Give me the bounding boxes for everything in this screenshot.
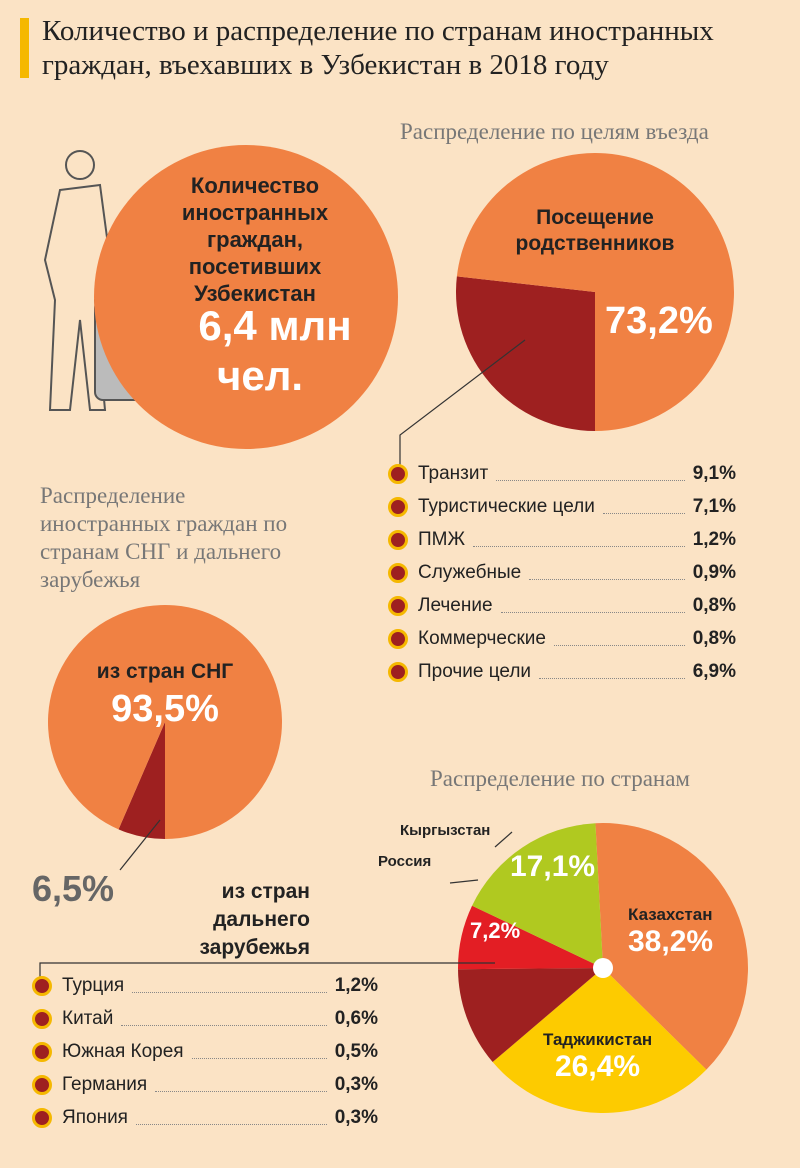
bullet-icon — [32, 1108, 52, 1128]
bullet-icon — [388, 497, 408, 517]
legend-value: 1,2% — [692, 529, 736, 550]
total-value: 6,4 млн — [198, 302, 352, 349]
leader-dots — [496, 468, 685, 481]
bullet-icon — [32, 1009, 52, 1029]
cis-pie-slice-1 — [47, 605, 282, 839]
legend-value: 9,1% — [692, 463, 736, 484]
bullet-icon — [32, 1075, 52, 1095]
legend-item: Туристические цели 7,1% — [388, 495, 736, 519]
legend-label: Служебные — [418, 562, 522, 583]
legend-label: Китай — [62, 1008, 114, 1029]
ru-value: 7,2% — [470, 918, 521, 943]
legend-label: Транзит — [418, 463, 489, 484]
legend-item: Германия 0,3% — [32, 1073, 378, 1097]
bullet-icon — [32, 1042, 52, 1062]
legend-item: Транзит 9,1% — [388, 462, 736, 486]
legend-value: 0,3% — [334, 1074, 378, 1095]
legend-label: Прочие цели — [418, 661, 532, 682]
legend-item: Прочие цели 6,9% — [388, 660, 736, 684]
legend-item: ПМЖ 1,2% — [388, 528, 736, 552]
legend-item: Китай 0,6% — [32, 1007, 378, 1031]
bullet-icon — [388, 464, 408, 484]
legend-value: 0,3% — [334, 1107, 378, 1128]
leader-dots — [529, 567, 685, 580]
legend-item: Служебные 0,9% — [388, 561, 736, 585]
total-circle — [94, 145, 398, 449]
kz-label: Казахстан — [628, 905, 713, 924]
legend-label: Туристические цели — [418, 496, 595, 517]
legend-value: 1,2% — [334, 975, 378, 996]
countries-title: Распределение по странам — [430, 766, 690, 791]
cis-title: Распределение иностранных граждан по стр… — [40, 483, 288, 592]
leader-dots — [553, 633, 685, 646]
leader-dots — [473, 534, 685, 547]
leader-dots — [155, 1079, 327, 1092]
purpose-pie-slice-0 — [455, 276, 595, 431]
legend-label: Лечение — [418, 595, 493, 616]
far-abroad-value: 6,5% — [32, 868, 115, 909]
bullet-icon — [388, 563, 408, 583]
total-label: Количество иностранных граждан, посетивш… — [181, 173, 329, 306]
leader-dots — [602, 501, 685, 514]
tj-value: 26,4% — [555, 1050, 641, 1083]
purpose-title: Распределение по целям въезда — [400, 119, 709, 144]
far-abroad-label: из стран дальнего зарубежья — [199, 880, 311, 959]
countries-pie-slice-0 — [595, 823, 748, 1070]
purpose-main-label: Посещение родственников — [515, 206, 675, 255]
legend-value: 6,9% — [692, 661, 736, 682]
tj-label: Таджикистан — [543, 1030, 653, 1049]
leader-dots — [121, 1013, 327, 1026]
kg-value: 17,1% — [510, 850, 596, 883]
purpose-pie-slice-1 — [456, 153, 734, 431]
cis-pie-slice-0 — [118, 722, 165, 839]
total-unit: чел. — [216, 352, 304, 399]
legend-item: Турция 1,2% — [32, 974, 378, 998]
legend-item: Япония 0,3% — [32, 1106, 378, 1130]
countries-pie-slice-3 — [458, 905, 603, 970]
legend-value: 7,1% — [692, 496, 736, 517]
countries-pie-slice-4 — [472, 823, 603, 968]
legend-value: 0,6% — [334, 1008, 378, 1029]
ru-label: Россия — [378, 853, 432, 870]
legend-label: ПМЖ — [418, 529, 466, 550]
legend-value: 0,9% — [692, 562, 736, 583]
legend-label: Южная Корея — [62, 1041, 184, 1062]
title-accent — [20, 18, 29, 78]
leader-dots — [500, 600, 685, 613]
legend-label: Германия — [62, 1074, 148, 1095]
bullet-icon — [388, 662, 408, 682]
countries-pie-slice-2 — [458, 968, 603, 1063]
legend-label: Турция — [62, 975, 125, 996]
legend-item: Лечение 0,8% — [388, 594, 736, 618]
bullet-icon — [32, 976, 52, 996]
legend-value: 0,8% — [692, 628, 736, 649]
legend-label: Коммерческие — [418, 628, 546, 649]
bullet-icon — [388, 596, 408, 616]
purpose-main-value: 73,2% — [605, 300, 713, 342]
leader-dots — [191, 1046, 327, 1059]
bullet-icon — [388, 530, 408, 550]
page-title: Количество и распределение по странам ин… — [42, 15, 714, 81]
legend-item: Коммерческие 0,8% — [388, 627, 736, 651]
kg-label: Кыргызстан — [400, 822, 491, 839]
countries-pie-slice-1 — [492, 968, 707, 1114]
leader-dots — [539, 666, 685, 679]
legend-value: 0,8% — [692, 595, 736, 616]
legend-value: 0,5% — [334, 1041, 378, 1062]
legend-item: Южная Корея 0,5% — [32, 1040, 378, 1064]
kz-value: 38,2% — [628, 925, 714, 958]
leader-dots — [132, 980, 327, 993]
cis-label: из стран СНГ — [96, 660, 234, 683]
pie-center-dot — [593, 958, 613, 978]
leader-dots — [135, 1112, 327, 1125]
legend-label: Япония — [62, 1107, 128, 1128]
bullet-icon — [388, 629, 408, 649]
cis-value: 93,5% — [111, 688, 219, 730]
